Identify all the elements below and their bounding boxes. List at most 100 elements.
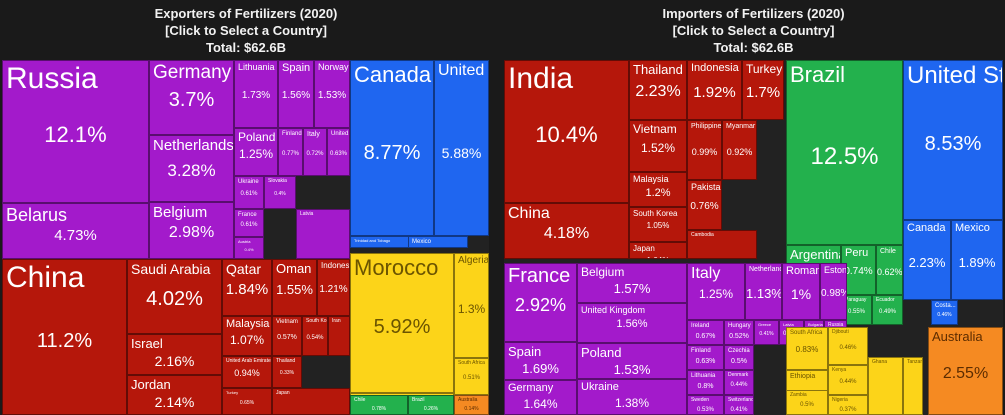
treemap-cell-morocco[interactable]: Morocco 5.92% <box>350 253 454 393</box>
treemap-cell-saudi-arabia[interactable]: Saudi Arabia 4.02% <box>127 259 222 334</box>
treemap-cell-south-korea[interactable]: South Korea 1.05% <box>629 207 687 242</box>
treemap-cell-russia[interactable]: Russia 12.1% <box>2 60 149 203</box>
treemap-cell-ghana[interactable]: Ghana <box>868 357 903 415</box>
treemap-cell-israel[interactable]: Israel 2.16% <box>127 334 222 375</box>
treemap-cell-denmark[interactable]: Denmark 0.44% <box>724 370 754 395</box>
cell-share-label: 1.89% <box>958 255 996 270</box>
treemap-cell-spain[interactable]: Spain 1.69% <box>504 342 577 380</box>
treemap-cell-iran[interactable]: Iran <box>328 316 350 356</box>
treemap-cell-canada[interactable]: Canada 2.23% <box>903 220 951 300</box>
treemap-cell-jordan[interactable]: Jordan 2.14% <box>127 375 222 415</box>
cell-share-label: 0.57% <box>277 334 297 341</box>
treemap-cell-cambodia[interactable]: Cambodia <box>687 230 757 259</box>
cell-country-label: Ukraine <box>581 381 619 393</box>
treemap-cell-norway[interactable]: Norway 1.53% <box>314 60 350 128</box>
treemap-cell-malaysia[interactable]: Malaysia 1.2% <box>629 172 687 207</box>
cell-country-label: Switzerland <box>728 397 754 403</box>
treemap-cell-japan[interactable]: Japan <box>272 388 350 415</box>
treemap-cell-australia[interactable]: Australia 0.14% <box>454 395 489 415</box>
treemap-cell-united-states[interactable]: United States 8.53% <box>903 60 1003 220</box>
treemap-cell-estonia[interactable]: Estonia 0.98% <box>820 263 847 320</box>
treemap-cell-vietnam[interactable]: Vietnam 0.57% <box>272 316 302 356</box>
treemap-cell-malaysia[interactable]: Malaysia 1.07% <box>222 316 272 356</box>
treemap-cell-switzerland[interactable]: Switzerland 0.41% <box>724 395 754 415</box>
treemap-cell-hungary[interactable]: Hungary 0.52% <box>724 320 754 345</box>
treemap-cell-spain[interactable]: Spain 1.56% <box>278 60 314 128</box>
treemap-cell-italy[interactable]: Italy 0.72% <box>303 128 327 176</box>
importers-total: Total: $62.6B <box>713 40 794 55</box>
treemap-cell-belarus[interactable]: Belarus 4.73% <box>2 203 149 259</box>
treemap-cell-greece[interactable]: Greece 0.41% <box>754 320 779 345</box>
treemap-cell-czechia[interactable]: Czechia 0.5% <box>724 345 754 370</box>
treemap-cell-finland[interactable]: Finland 0.77% <box>278 128 303 176</box>
treemap-cell-latvia[interactable]: Latvia <box>296 209 350 259</box>
treemap-cell-pakistan[interactable]: Pakistan 0.76% <box>687 180 722 230</box>
treemap-cell-ecuador[interactable]: Ecuador 0.49% <box>872 295 903 325</box>
treemap-cell-germany[interactable]: Germany 1.64% <box>504 380 577 415</box>
treemap-cell-chile[interactable]: Chile 0.62% <box>876 245 903 295</box>
treemap-cell-australia[interactable]: Australia 2.55% <box>928 327 1003 415</box>
treemap-cell-south-korea[interactable]: South Korea 0.54% <box>302 316 328 356</box>
exporters-subtitle[interactable]: [Click to Select a Country] <box>165 23 327 38</box>
treemap-cell-indonesia[interactable]: Indonesia 1.21% <box>317 259 350 316</box>
treemap-cell-algeria[interactable]: Algeria 1.3% <box>454 253 489 358</box>
treemap-cell-india[interactable]: India 10.4% <box>504 60 629 203</box>
treemap-cell-france[interactable]: France 2.92% <box>504 263 577 342</box>
treemap-cell-china[interactable]: China 4.18% <box>504 203 629 259</box>
treemap-cell-belgium[interactable]: Belgium 1.57% <box>577 263 687 303</box>
treemap-cell-ireland[interactable]: Ireland 0.67% <box>687 320 724 345</box>
treemap-cell-south-africa[interactable]: South Africa 0.83% <box>786 327 828 370</box>
treemap-cell-romania[interactable]: Romania 1% <box>782 263 820 320</box>
treemap-cell-united-states[interactable]: United States 5.88% <box>434 60 489 236</box>
treemap-cell-united-arab-emirates[interactable]: United Arab Emirates 0.94% <box>222 356 272 388</box>
cell-country-label: Vietnam <box>633 122 677 136</box>
treemap-cell-brazil[interactable]: Brazil 12.5% <box>786 60 903 245</box>
treemap-cell-mexico[interactable]: Mexico <box>408 236 468 248</box>
treemap-cell-nigeria[interactable]: Nigeria 0.37% <box>828 395 868 415</box>
treemap-cell-chile[interactable]: Chile 0.78% <box>350 395 408 415</box>
treemap-cell-ukraine[interactable]: Ukraine 0.61% <box>234 176 264 209</box>
treemap-cell-djibouti[interactable]: Djibouti 0.46% <box>828 327 868 365</box>
treemap-cell-japan[interactable]: Japan 1.04% <box>629 242 687 259</box>
treemap-cell-poland[interactable]: Poland 1.25% <box>234 128 278 176</box>
importers-subtitle[interactable]: [Click to Select a Country] <box>672 23 835 38</box>
treemap-cell-thailand[interactable]: Thailand 2.23% <box>629 60 687 120</box>
treemap-cell-oman[interactable]: Oman 1.55% <box>272 259 317 316</box>
treemap-cell-netherlands[interactable]: Netherlands 1.13% <box>745 263 782 320</box>
treemap-cell-philippines[interactable]: Philippines 0.99% <box>687 120 722 180</box>
treemap-cell-zambia[interactable]: Zambia 0.5% <box>786 390 828 415</box>
treemap-cell-brazil[interactable]: Brazil 0.26% <box>408 395 454 415</box>
treemap-cell-turkey[interactable]: Turkey 1.7% <box>742 60 784 120</box>
treemap-cell-mexico[interactable]: Mexico 1.89% <box>951 220 1003 300</box>
treemap-cell-united[interactable]: United... 0.63% <box>327 128 350 176</box>
treemap-cell-canada[interactable]: Canada 8.77% <box>350 60 434 236</box>
treemap-cell-ukraine[interactable]: Ukraine 1.38% <box>577 379 687 415</box>
treemap-cell-finland[interactable]: Finland 0.63% <box>687 345 724 370</box>
treemap-cell-vietnam[interactable]: Vietnam 1.52% <box>629 120 687 172</box>
treemap-cell-costa[interactable]: Costa... 0.46% <box>931 300 958 325</box>
treemap-cell-qatar[interactable]: Qatar 1.84% <box>222 259 272 316</box>
treemap-cell-indonesia[interactable]: Indonesia 1.92% <box>687 60 742 120</box>
treemap-cell-thailand[interactable]: Thailand 0.33% <box>272 356 302 388</box>
treemap-cell-germany[interactable]: Germany 3.7% <box>149 60 234 135</box>
treemap-cell-belgium[interactable]: Belgium 2.98% <box>149 202 234 259</box>
treemap-cell-sweden[interactable]: Sweden 0.53% <box>687 395 724 415</box>
treemap-cell-south-africa[interactable]: South Africa 0.51% <box>454 358 489 395</box>
cell-country-label: Ecuador <box>876 297 895 303</box>
treemap-cell-italy[interactable]: Italy 1.25% <box>687 263 745 320</box>
treemap-cell-austria[interactable]: Austria 0.4% <box>234 237 264 259</box>
treemap-cell-lithuania[interactable]: Lithuania 0.8% <box>687 370 724 395</box>
cell-share-label: 0.52% <box>729 333 749 340</box>
treemap-cell-netherlands[interactable]: Netherlands 3.28% <box>149 135 234 202</box>
cell-share-label: 4.02% <box>146 288 203 310</box>
treemap-cell-tanzania[interactable]: Tanzania <box>903 357 923 415</box>
treemap-cell-turkey[interactable]: Turkey 0.65% <box>222 388 272 415</box>
treemap-cell-poland[interactable]: Poland 1.53% <box>577 343 687 379</box>
treemap-cell-kenya[interactable]: Kenya 0.44% <box>828 365 868 395</box>
treemap-cell-lithuania[interactable]: Lithuania 1.73% <box>234 60 278 128</box>
treemap-cell-slovakia[interactable]: Slovakia 0.4% <box>264 176 296 209</box>
treemap-cell-china[interactable]: China 11.2% <box>2 259 127 415</box>
treemap-cell-france[interactable]: France 0.61% <box>234 209 264 237</box>
treemap-cell-myanmar[interactable]: Myanmar 0.92% <box>722 120 757 180</box>
treemap-cell-united-kingdom[interactable]: United Kingdom 1.56% <box>577 303 687 343</box>
